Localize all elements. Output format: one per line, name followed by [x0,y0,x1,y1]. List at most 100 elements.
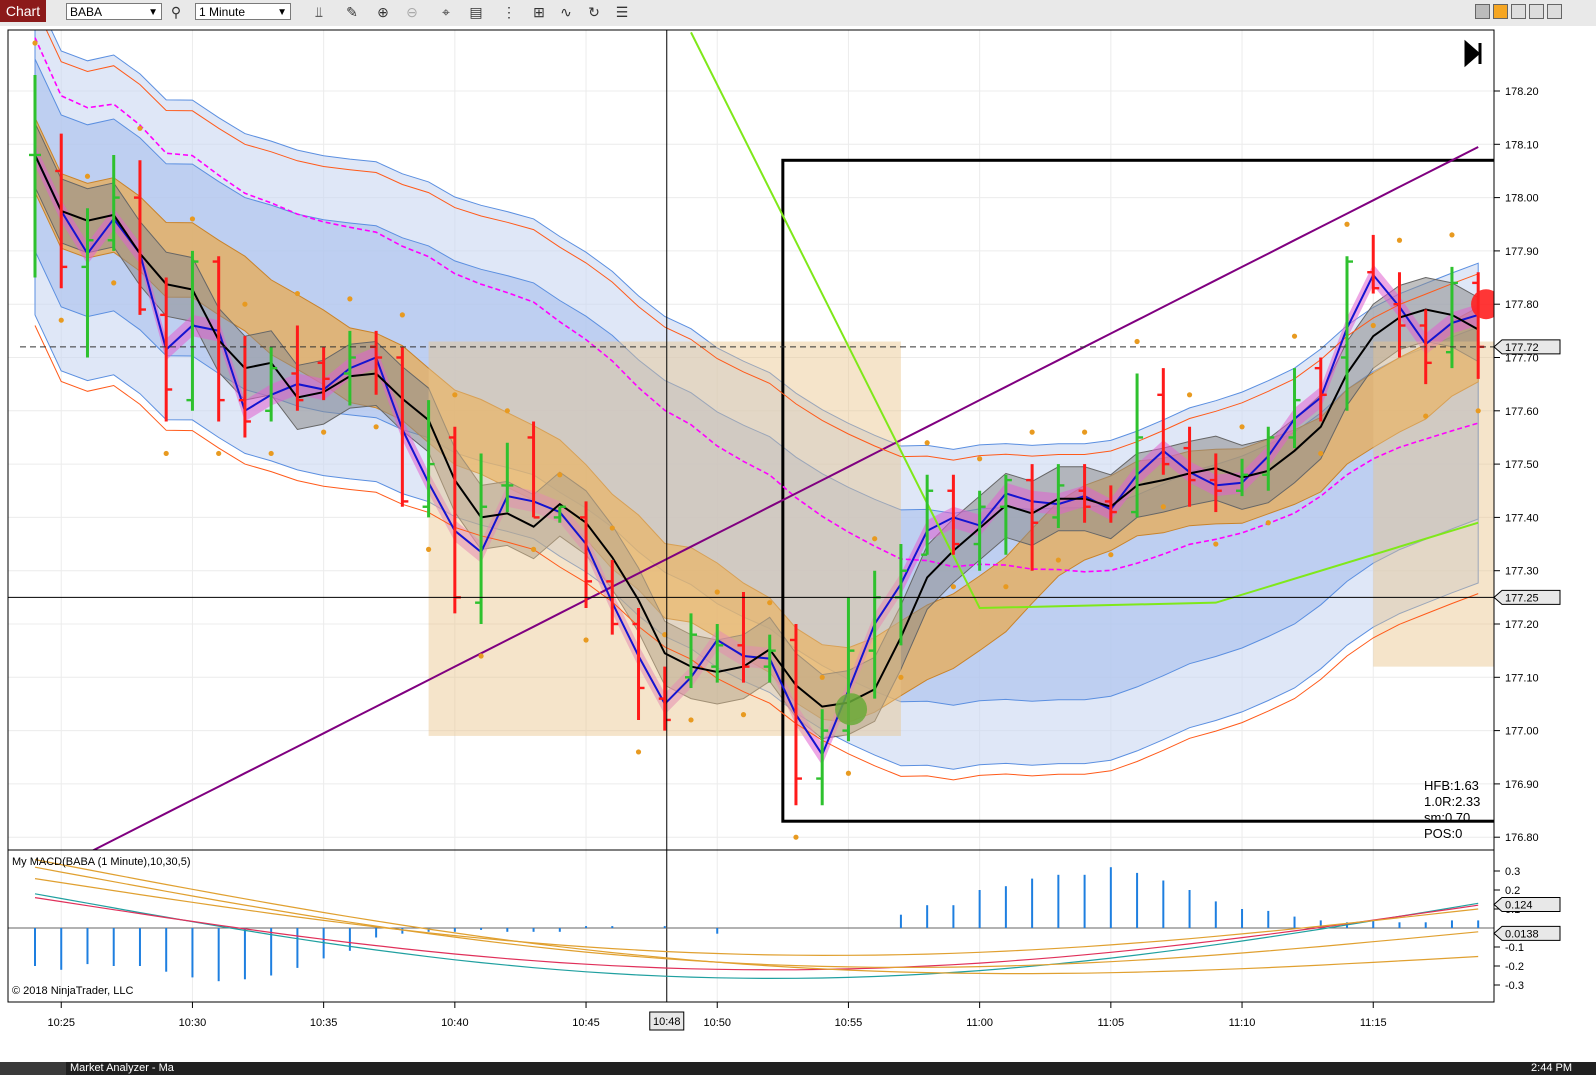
time-axis-label: 10:55 [835,1017,863,1029]
stat-pos: POS:0 [1424,826,1462,841]
swing-dot [767,600,773,606]
time-axis-label: 10:45 [572,1017,600,1029]
swing-dot [1213,541,1219,547]
axes: 178.20178.10178.00177.90177.80177.70177.… [7,29,1561,1031]
price-axis-label: 177.10 [1505,672,1539,684]
taskbar: Market Analyzer - Ma 2:44 PM [0,1062,1596,1075]
upper-envelope-line [45,30,1479,461]
chart-canvas[interactable]: 178.20178.10178.00177.90177.80177.70177.… [0,26,1596,1062]
swing-dot [373,424,379,430]
price-axis-label: 178.00 [1505,193,1539,205]
window-close-button[interactable] [1547,4,1562,19]
crosshair-price-label-box [1493,589,1561,605]
macd-line [34,893,1479,980]
price-axis-label: 178.10 [1505,139,1539,151]
window-minimize-button[interactable] [1511,4,1526,19]
window-maximize-button[interactable] [1529,4,1544,19]
time-axis-label: 11:15 [1360,1017,1387,1029]
price-axis-label: 177.40 [1505,512,1539,524]
bar-type-icon[interactable]: ⫫ [315,4,323,20]
swing-dot [898,674,904,680]
swing-dot [1291,333,1298,339]
indicators-icon[interactable]: ⊞ [533,4,545,20]
time-axis-label: 10:40 [441,1017,469,1029]
swing-dot [740,712,747,718]
macd-indicator-label: My MACD(BABA (1 Minute),10,30,5) [12,856,191,868]
swing-dot [216,450,222,457]
swing-dot [793,834,799,840]
indicator-bands [34,30,1479,770]
long-trend-line [91,146,1479,850]
time-axis-label: 11:10 [1229,1017,1256,1029]
entry-marker [835,693,868,726]
price-marker-label: 177.72 [1505,342,1539,354]
pattern-icon[interactable]: ∿ [560,4,572,20]
swing-dot [1344,221,1350,227]
zoom-out-icon[interactable]: ⊖ [406,4,418,20]
chevron-down-icon: ▼ [148,7,158,18]
taskbar-item-market-analyzer[interactable]: Market Analyzer - Ma [70,1062,174,1074]
swing-dot [609,525,615,531]
scroll-to-end-icon [1464,39,1482,68]
swing-dot [189,216,196,222]
swing-dot [321,429,327,435]
swing-dot [1265,520,1271,526]
macd-panel [8,859,1494,982]
macd-slow-line-1 [34,878,1479,957]
price-axis-label: 176.90 [1505,779,1539,791]
swing-dot [1134,338,1140,345]
macd-value-label: 0.124 [1505,899,1533,911]
instrument-value: BABA [70,5,103,19]
swing-dot [294,290,300,297]
instrument-selector[interactable]: BABA ▼ [66,3,162,20]
swing-dot [84,173,91,179]
trade-frame [781,158,1494,823]
green-signal-line [690,31,1479,610]
properties-icon[interactable]: ☰ [615,4,629,20]
time-axis-label: 11:00 [966,1017,993,1029]
price-axis-label: 177.60 [1505,406,1539,418]
price-axis-label: 177.50 [1505,459,1539,471]
draw-pencil-icon[interactable]: ✎ [346,4,358,20]
price-marker-label-box [1493,339,1561,355]
lower-envelope-line [34,325,1479,781]
swing-dot [452,392,458,398]
interval-selector[interactable]: 1 Minute ▼ [195,3,291,20]
macd-axis-label: -0.2 [1505,961,1524,973]
overlay [8,30,1494,1002]
price-bars [29,75,1494,806]
chart-toolbar: Chart BABA ▼ ⚲ 1 Minute ▼ ⫫ ✎ ⊕ ⊖ ⌖ ▤ ⋮ ⊞ … [0,0,1596,27]
strategies-icon[interactable]: ⋮ [502,4,516,20]
zoom-in-icon[interactable]: ⊕ [377,4,389,20]
swing-dot [662,632,668,638]
stat-hfb: HFB:1.63 [1424,778,1479,793]
crosshair-icon[interactable]: ⌖ [442,4,450,20]
zone-box-right [1373,341,1494,667]
swing-dot [1082,429,1088,435]
price-axis-label: 177.30 [1505,566,1539,578]
instrument-search-icon[interactable]: ⚲ [170,4,182,20]
chart-tab[interactable]: Chart [0,0,46,22]
swing-dot [32,40,38,46]
data-box-icon[interactable]: ▤ [469,4,483,20]
crosshair-time-label: 10:48 [653,1016,681,1028]
price-axis-label: 177.20 [1505,619,1539,631]
swing-dot [268,450,274,457]
swing-dot [242,301,248,307]
swing-dot [872,536,878,542]
exit-marker [1471,289,1494,320]
swing-dot [583,637,589,643]
swing-dot [399,312,405,318]
macd-axis-label: -0.3 [1505,980,1524,992]
price-axis-label: 177.80 [1505,299,1539,311]
price-axis-label: 177.00 [1505,726,1539,738]
swing-dot [1318,450,1324,457]
swing-dot [347,296,353,302]
swing-dot [1423,413,1429,419]
reload-icon[interactable]: ↻ [588,4,600,20]
swing-dot [714,589,720,595]
price-axis-label: 178.20 [1505,86,1539,98]
crosshair-price-label: 177.25 [1505,592,1539,604]
window-link-button[interactable] [1493,4,1508,19]
window-color-button[interactable] [1475,4,1490,19]
